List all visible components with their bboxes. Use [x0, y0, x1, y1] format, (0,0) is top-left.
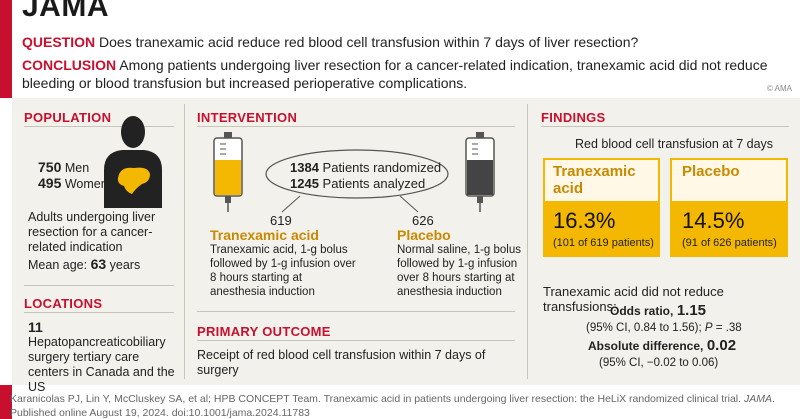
women-label: Women — [64, 177, 108, 191]
men-count: 750 — [38, 159, 62, 175]
arm1-description: Tranexamic acid, 1-g bolus followed by 1… — [210, 244, 356, 298]
question-text: Does tranexamic acid reduce red blood ce… — [99, 34, 639, 50]
iv-bag-placebo-icon — [465, 132, 495, 212]
arm1-result-body — [543, 201, 660, 257]
conclusion-block: CONCLUSION Among patients undergoing liv… — [22, 56, 792, 92]
citation: Karanicolas PJ, Lin Y, McCluskey SA, et … — [10, 393, 775, 419]
population-title: POPULATION — [24, 110, 112, 125]
conclusion-text: Among patients undergoing liver resectio… — [22, 57, 768, 91]
arm1-result-name: Tranexamic acid — [553, 163, 636, 197]
journal-logo: JAMA — [22, 0, 110, 23]
women-count: 495 — [38, 175, 62, 191]
findings-title: FINDINGS — [541, 110, 606, 125]
age-label: Mean age: — [28, 258, 88, 272]
findings-subtitle: Red blood cell transfusion at 7 days — [575, 137, 774, 151]
findings-rule — [541, 126, 789, 127]
arm2-result-header — [670, 158, 788, 201]
primary-outcome-text: Receipt of red blood cell transfusion wi… — [197, 348, 486, 377]
absolute-difference-line: Absolute difference, 0.02 — [588, 338, 736, 354]
citation-published: Published online August 19, 2024. doi:10… — [10, 407, 310, 419]
arm2-result-name: Placebo — [682, 163, 740, 180]
arm-connectors — [281, 195, 419, 213]
divider-left — [184, 104, 185, 379]
odds-ratio-line: Odds ratio, 1.15 — [610, 303, 706, 319]
primary-outcome-title: PRIMARY OUTCOME — [197, 324, 331, 339]
findings-conclusion: Tranexamic acid did not reduce transfusi… — [543, 284, 724, 314]
locations-description: Hepatopancreaticobiliary surgery tertiar… — [28, 335, 175, 394]
analyzed-count: 1245 — [290, 176, 319, 191]
population-description: Adults undergoing liver resection for a … — [28, 210, 156, 254]
population-bottom-rule — [24, 285, 174, 286]
intervention-bottom-rule — [197, 311, 515, 312]
accent-bar-top — [0, 0, 12, 98]
absolute-difference-label: Absolute difference, — [588, 339, 704, 353]
arm1-n: 619 — [270, 213, 292, 228]
analyzed-label: Patients analyzed — [322, 176, 426, 191]
conclusion-label: CONCLUSION — [22, 57, 117, 73]
arm2-n: 626 — [412, 213, 434, 228]
randomization-counts: 1384 Patients randomized 1245 Patients a… — [290, 160, 441, 192]
question-line: QUESTION Does tranexamic acid reduce red… — [22, 33, 638, 51]
arm2-result-body — [670, 201, 788, 257]
arm1-result-detail: (101 of 619 patients) — [553, 237, 654, 249]
age-unit: years — [109, 258, 141, 272]
intervention-title: INTERVENTION — [197, 110, 298, 125]
randomized-count: 1384 — [290, 160, 319, 175]
citation-text: Karanicolas PJ, Lin Y, McCluskey SA, et … — [10, 393, 742, 405]
population-counts: 750 Men 495 Women — [38, 160, 108, 192]
copyright: © AMA — [766, 84, 792, 93]
citation-journal: JAMA — [743, 393, 772, 405]
population-rule — [24, 126, 174, 127]
arm1-name: Tranexamic acid — [210, 227, 319, 243]
odds-ratio-ci: (95% CI, 0.84 to 1.56); P = .38 — [586, 321, 742, 335]
iv-bag-tranexamic-icon — [213, 132, 243, 212]
arm2-description: Normal saline, 1-g bolus followed by 1-g… — [397, 244, 522, 298]
arm2-result-pct: 14.5% — [682, 208, 745, 233]
arm2-name: Placebo — [397, 227, 451, 243]
content-panel — [12, 98, 800, 385]
absolute-difference-value: 0.02 — [706, 337, 737, 354]
arm1-result-pct: 16.3% — [553, 208, 616, 233]
question-label: QUESTION — [22, 34, 96, 50]
primary-outcome-rule — [197, 340, 515, 341]
odds-ratio-ci-text: (95% CI, 0.84 to 1.56); — [586, 322, 702, 334]
locations-title: LOCATIONS — [24, 296, 103, 311]
absolute-difference-ci: (95% CI, −0.02 to 0.06) — [599, 357, 719, 369]
randomization-ellipse — [265, 149, 449, 199]
population-age: Mean age: 63 years — [28, 257, 140, 273]
divider-right — [527, 104, 528, 379]
person-liver-icon — [104, 116, 162, 208]
odds-ratio-value: 1.15 — [676, 302, 707, 319]
men-label: Men — [64, 161, 90, 175]
locations-count: 11 — [28, 319, 43, 335]
age-value: 63 — [90, 256, 107, 272]
arm2-result-detail: (91 of 626 patients) — [682, 237, 777, 249]
randomized-label: Patients randomized — [322, 160, 442, 175]
odds-ratio-label: Odds ratio, — [610, 304, 674, 318]
intervention-rule — [197, 126, 515, 127]
accent-bar-bottom — [0, 385, 12, 419]
arm1-result-header — [543, 158, 660, 201]
p-value: = .38 — [715, 322, 742, 334]
p-symbol: P — [704, 322, 713, 334]
locations-rule — [24, 312, 174, 313]
